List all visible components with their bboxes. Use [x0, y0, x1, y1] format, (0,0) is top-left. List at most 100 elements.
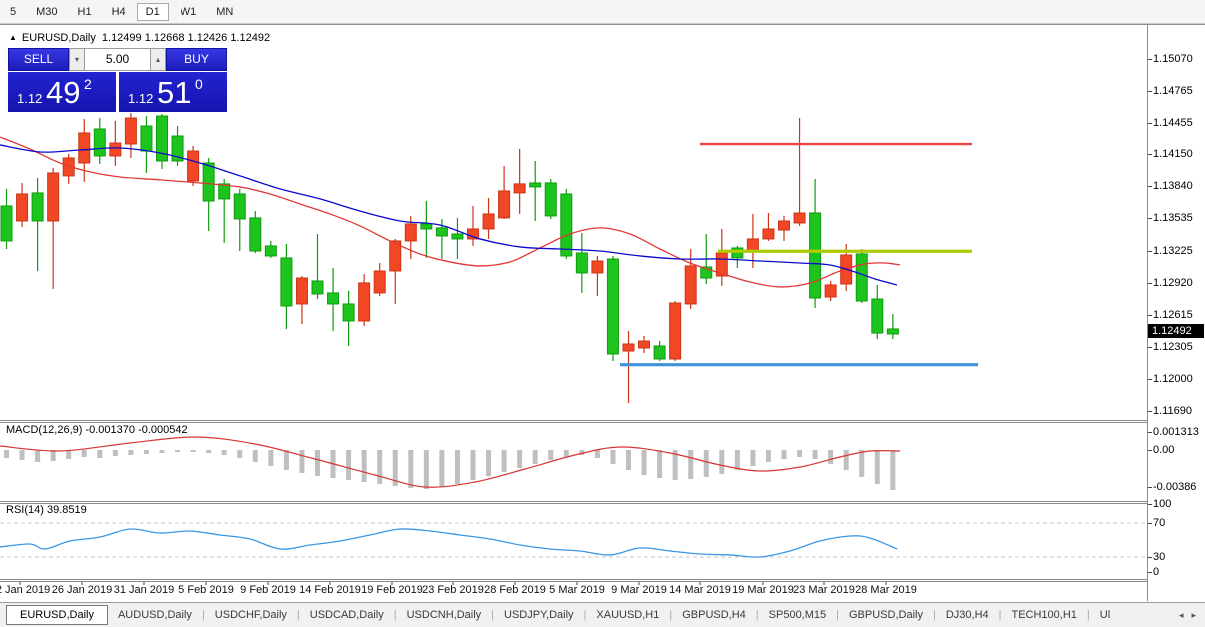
- ma-blue-line: [0, 144, 898, 286]
- timeframe-button-D1[interactable]: D1: [136, 2, 169, 21]
- price-axis[interactable]: 1.15070 1.14765 1.14455 1.14150 1.13840 1.135…: [1148, 25, 1205, 601]
- date-axis-label: 31 Jan 2019: [113, 584, 175, 596]
- date-axis-label: 14 Mar 2019: [669, 584, 731, 596]
- chart-tab-XAUUSD-H1[interactable]: XAUUSD,H1: [596, 609, 660, 621]
- tab-separator: |: [201, 609, 205, 621]
- bid-price-big: 49: [46, 75, 81, 110]
- spin-down-icon: ▾: [74, 55, 79, 64]
- chart-window: ▲ EURUSD,Daily 1.12499 1.12668 1.12426 1.1…: [0, 24, 1205, 602]
- collapse-trade-widget-icon[interactable]: ▲: [9, 33, 17, 42]
- timeframe-button-H1[interactable]: H1: [77, 5, 92, 18]
- date-axis-label: 23 Feb 2019: [422, 584, 484, 596]
- timeframe-button-MN[interactable]: MN: [216, 5, 234, 18]
- price-axis-label: 1.14765: [1148, 85, 1193, 97]
- chart-tab-GBPUSD-Daily[interactable]: GBPUSD,Daily: [849, 609, 923, 621]
- tab-separator: |: [932, 609, 936, 621]
- date-axis-label: 22 Jan 2019: [0, 584, 51, 596]
- chart-tab-GBPUSD-H4[interactable]: GBPUSD,H4: [682, 609, 746, 621]
- tab-separator: |: [296, 609, 300, 621]
- one-click-trading-widget: SELL ▾ 5.00 ▴ BUY 1.12 49 2 1.12 51 0: [8, 48, 227, 112]
- chart-tab-AUDUSD-Daily[interactable]: AUDUSD,Daily: [117, 609, 192, 621]
- macd-indicator-label: MACD(12,26,9) -0.001370 -0.000542: [6, 424, 188, 436]
- rsi-panel-separator[interactable]: [0, 501, 1205, 504]
- chart-ohlc-values: 1.12499 1.12668 1.12426 1.12492: [101, 32, 271, 44]
- chart-tab-USDCAD-Daily[interactable]: USDCAD,Daily: [309, 609, 384, 621]
- chart-tab-DJ30-H4[interactable]: DJ30,H4: [945, 609, 989, 621]
- price-axis-label: 1.11690: [1148, 405, 1192, 417]
- tab-separator: |: [998, 609, 1002, 621]
- date-axis-label: 5 Feb 2019: [178, 584, 234, 596]
- date-axis-label: 19 Mar 2019: [732, 584, 794, 596]
- tab-separator: |: [755, 609, 759, 621]
- ask-price-big: 51: [157, 75, 192, 110]
- chart-tab-Ul[interactable]: Ul: [1099, 609, 1111, 621]
- chart-tab-USDCNH-Daily[interactable]: USDCNH,Daily: [406, 609, 482, 621]
- date-axis-label: 9 Mar 2019: [611, 584, 667, 596]
- timeframe-button-W1[interactable]: W1: [179, 5, 197, 18]
- date-axis-label: 28 Feb 2019: [484, 584, 546, 596]
- price-axis-label: 1.12305: [1148, 341, 1193, 353]
- date-axis-label: 19 Feb 2019: [361, 584, 423, 596]
- volume-input[interactable]: 5.00: [85, 48, 150, 71]
- tab-scroll-left-icon[interactable]: ◂: [1178, 610, 1184, 620]
- tab-separator: |: [1086, 609, 1090, 621]
- buy-button[interactable]: BUY: [166, 48, 227, 71]
- tab-separator: |: [583, 609, 587, 621]
- price-axis-label: 1.14455: [1148, 117, 1193, 129]
- tab-separator: |: [669, 609, 673, 621]
- chart-tab-EURUSD-Daily[interactable]: EURUSD,Daily: [6, 605, 108, 625]
- price-axis-label: 1.12000: [1148, 373, 1193, 385]
- date-axis-label: 5 Mar 2019: [549, 584, 605, 596]
- sell-button[interactable]: SELL: [8, 48, 69, 71]
- date-axis-label: 9 Feb 2019: [240, 584, 296, 596]
- price-axis-label: 1.12615: [1148, 309, 1193, 321]
- price-axis-label: 1.13840: [1148, 180, 1193, 192]
- horizontal-price-lines: [620, 142, 978, 367]
- macd-axis-label: 0.00: [1148, 444, 1174, 456]
- current-price-badge: 1.12492: [1148, 324, 1204, 338]
- toolbar-separator: [180, 3, 181, 21]
- macd-panel-separator[interactable]: [0, 420, 1205, 423]
- rsi-axis-label: 100: [1148, 498, 1171, 510]
- rsi-line: [0, 528, 898, 558]
- timeframe-toolbar: 5 M30 H1 H4 D1 W1 MN: [0, 0, 1205, 24]
- price-axis-label: 1.14150: [1148, 148, 1193, 160]
- rsi-axis-label: 30: [1148, 551, 1165, 563]
- ask-price-sup: 0: [195, 76, 203, 92]
- timeframe-button-M30[interactable]: M30: [36, 5, 58, 18]
- timeframe-button-H4[interactable]: H4: [111, 5, 126, 18]
- tab-scroll-right-icon[interactable]: ▸: [1191, 610, 1196, 620]
- chart-tab-USDCHF-Daily[interactable]: USDCHF,Daily: [214, 609, 287, 621]
- chart-tab-TECH100-H1[interactable]: TECH100,H1: [1011, 609, 1077, 621]
- date-axis-label: 28 Mar 2019: [855, 584, 917, 596]
- date-axis-label: 14 Feb 2019: [299, 584, 361, 596]
- bid-price-panel[interactable]: 1.12 49 2: [8, 72, 116, 112]
- tab-scroll-arrows: ◂ ▸: [1172, 603, 1202, 627]
- rsi-axis-label: 70: [1148, 517, 1165, 529]
- chart-tab-USDJPY-Daily[interactable]: USDJPY,Daily: [504, 609, 574, 621]
- macd-histogram: [4, 450, 896, 490]
- tab-separator: |: [836, 609, 839, 621]
- date-axis-separator: [0, 579, 1205, 582]
- chart-symbol-label: EURUSD,Daily: [21, 32, 96, 44]
- date-axis-label: 26 Jan 2019: [51, 584, 113, 596]
- volume-increase-button[interactable]: ▴: [150, 48, 166, 71]
- timeframe-button-5[interactable]: 5: [10, 5, 17, 18]
- candles-layer: [0, 112, 899, 404]
- price-axis-label: 1.13535: [1148, 212, 1193, 224]
- ask-price-prefix: 1.12: [128, 91, 154, 106]
- ask-price-panel[interactable]: 1.12 51 0: [119, 72, 227, 112]
- rsi-indicator-label: RSI(14) 39.8519: [6, 504, 87, 516]
- price-axis-label: 1.13225: [1148, 245, 1193, 257]
- chart-canvas[interactable]: [0, 27, 1147, 601]
- macd-axis-label: -0.00386: [1148, 481, 1196, 493]
- bid-price-sup: 2: [84, 76, 92, 92]
- chart-tabs-bar: EURUSD,Daily AUDUSD,Daily | USDCHF,Daily | US…: [0, 602, 1205, 627]
- price-axis-label: 1.15070: [1148, 53, 1193, 65]
- price-axis-divider[interactable]: [1147, 25, 1148, 601]
- chart-tab-SP500-M15[interactable]: SP500,M15: [768, 609, 827, 621]
- volume-decrease-button[interactable]: ▾: [69, 48, 85, 71]
- chart-title: ▲ EURUSD,Daily 1.12499 1.12668 1.12426 1.1…: [9, 32, 270, 44]
